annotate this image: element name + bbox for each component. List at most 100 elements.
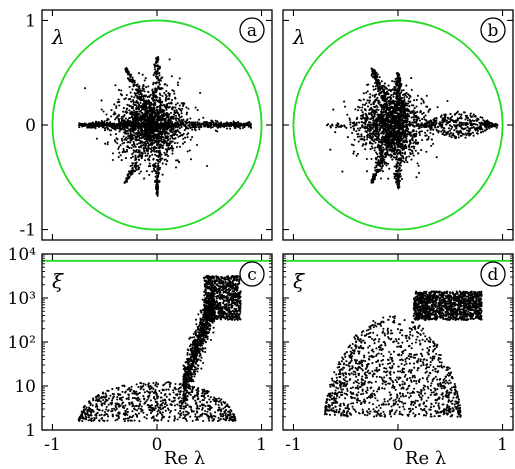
data-point: [129, 73, 132, 76]
data-point: [386, 96, 389, 99]
data-point: [174, 123, 178, 126]
data-point: [167, 132, 170, 135]
data-point: [105, 113, 108, 116]
data-point: [126, 145, 129, 148]
data-point: [153, 111, 156, 114]
data-point: [471, 119, 474, 122]
data-point: [396, 164, 399, 167]
data-point: [143, 107, 146, 110]
data-point: [439, 121, 442, 124]
data-point: [422, 116, 426, 119]
data-point: [159, 116, 162, 120]
data-point: [209, 122, 212, 125]
data-point: [395, 150, 398, 153]
data-point: [393, 102, 396, 105]
data-point: [118, 130, 121, 133]
data-point: [387, 84, 390, 87]
data-point: [379, 177, 383, 180]
data-point: [169, 111, 173, 114]
data-point: [160, 77, 163, 80]
data-point: [408, 155, 411, 158]
data-point: [176, 126, 179, 129]
data-point: [140, 155, 143, 158]
data-point: [383, 161, 386, 164]
data-point: [197, 118, 201, 121]
data-point: [158, 79, 161, 82]
data-point: [185, 122, 188, 125]
data-point: [380, 106, 383, 109]
data-point: [408, 133, 411, 136]
data-point: [385, 162, 388, 165]
data-point: [456, 110, 459, 113]
data-point: [198, 128, 201, 131]
data-point: [409, 112, 412, 115]
data-point: [465, 116, 468, 119]
data-point: [383, 113, 386, 116]
data-point: [469, 132, 472, 136]
data-point: [448, 129, 452, 132]
data-point: [131, 88, 134, 91]
data-point: [117, 98, 120, 101]
data-point: [140, 137, 143, 140]
data-point: [458, 125, 461, 128]
data-point: [138, 137, 141, 140]
data-point: [156, 116, 159, 119]
data-point: [164, 132, 167, 135]
data-point: [146, 154, 149, 157]
data-point: [472, 134, 475, 137]
data-point: [163, 91, 166, 95]
data-point: [94, 127, 97, 130]
data-point: [412, 154, 415, 157]
data-point: [476, 117, 479, 120]
data-point: [401, 152, 404, 155]
data-point: [370, 123, 373, 126]
data-point: [157, 123, 160, 126]
data-point: [437, 131, 440, 134]
data-point: [172, 115, 175, 119]
data-point: [154, 165, 157, 169]
data-point: [404, 108, 407, 111]
data-point: [379, 92, 382, 95]
data-point: [130, 80, 133, 83]
data-point: [378, 76, 381, 79]
data-point: [212, 121, 215, 124]
data-point: [388, 167, 391, 170]
data-point: [363, 103, 367, 106]
data-point: [353, 138, 356, 141]
data-point: [377, 90, 380, 93]
data-point: [143, 94, 146, 97]
data-point: [373, 138, 376, 141]
data-point: [150, 106, 153, 109]
data-point: [245, 123, 248, 126]
data-point: [435, 117, 438, 120]
data-point: [395, 179, 398, 182]
data-point: [139, 139, 142, 142]
data-point: [464, 127, 467, 130]
data-point: [154, 95, 157, 98]
data-point: [154, 175, 157, 178]
data-point: [148, 102, 151, 105]
data-point: [157, 162, 160, 165]
data-point: [158, 136, 161, 139]
data-point: [400, 89, 403, 92]
data-point: [194, 106, 197, 109]
data-point: [399, 99, 402, 102]
data-point: [123, 141, 126, 144]
data-point: [358, 98, 361, 102]
data-point: [432, 142, 435, 145]
data-point: [484, 129, 487, 132]
data-point: [360, 109, 363, 112]
data-point: [399, 101, 402, 104]
data-point: [396, 138, 399, 142]
data-point: [164, 93, 167, 96]
data-point: [132, 103, 135, 106]
data-point: [366, 118, 369, 121]
data-point: [149, 129, 153, 132]
data-point: [131, 127, 134, 131]
data-point: [376, 106, 379, 109]
data-point: [403, 161, 406, 164]
data-point: [185, 127, 188, 130]
data-point: [126, 129, 129, 133]
data-point: [380, 132, 383, 135]
data-point: [155, 183, 158, 186]
